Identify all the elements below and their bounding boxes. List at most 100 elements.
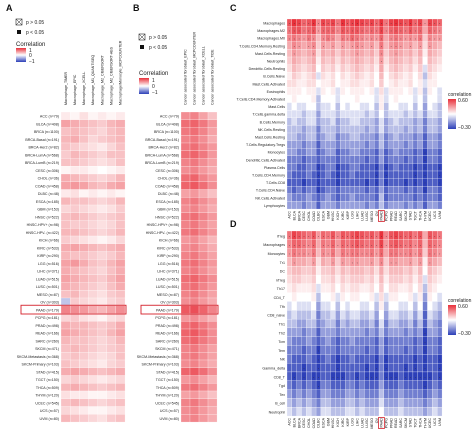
- panel-b-cell: [189, 181, 200, 190]
- panel-d-sig-star: *: [410, 244, 411, 248]
- panel-c-cell: [286, 102, 293, 111]
- panel-c-cell: [403, 110, 409, 118]
- panel-a-cell: [97, 150, 107, 159]
- panel-c-cell: [378, 102, 385, 111]
- panel-b-cell: [189, 274, 200, 283]
- panel-d-sig-star: *: [328, 253, 329, 257]
- panel-a-cell: [97, 189, 107, 198]
- panel-c-column-label: STAD: [409, 211, 413, 221]
- panel-d-cell: [291, 327, 297, 337]
- panel-c-cell: [383, 34, 389, 42]
- panel-d-sig-star: *: [391, 235, 392, 239]
- panel-d-cell: [301, 398, 307, 408]
- panel-c-cell: [335, 64, 341, 73]
- panel-a-cell: [88, 142, 98, 151]
- colorbar-a-max: 1: [29, 48, 32, 54]
- panel-a-cell: [115, 166, 126, 175]
- panel-c-cell: [374, 87, 380, 96]
- panel-d-sig-star: *: [352, 253, 353, 257]
- panel-a-cell: [88, 158, 98, 167]
- panel-a-cell: [79, 135, 89, 144]
- panel-b-cell: [198, 290, 209, 299]
- panel-a-cell: [79, 406, 89, 415]
- panel-c-cell: [432, 79, 438, 88]
- panel-c-cell: [330, 170, 336, 179]
- panel-d-cell: [407, 380, 414, 390]
- panel-c-cell: [286, 178, 293, 187]
- panel-d-sig-star: *: [362, 244, 363, 248]
- panel-b-cell: [189, 243, 200, 252]
- panel-c-cell: [427, 102, 433, 111]
- panel-b-cell: [180, 282, 191, 291]
- panel-a-column-label: Macrophage_TIMER: [64, 71, 68, 105]
- panel-c-cell: [340, 94, 346, 103]
- panel-b-cell: [189, 228, 200, 237]
- panel-c-cell: [320, 94, 326, 103]
- panel-c-sig-star: *: [342, 30, 343, 34]
- panel-a-cell: [106, 274, 117, 283]
- panel-b-cell: [207, 166, 218, 175]
- panel-d-cell: [325, 336, 331, 346]
- panel-c-cell: [340, 87, 346, 96]
- panel-c-cell: [412, 148, 418, 156]
- panel-a-cell: [115, 127, 126, 136]
- panel-c-letter: C: [230, 3, 237, 13]
- panel-d-sig-star: *: [366, 376, 367, 380]
- panel-d-cell: [369, 310, 375, 320]
- panel-a-cell: [88, 166, 98, 175]
- panel-d-cell: [340, 301, 346, 311]
- panel-d-cell: [325, 354, 331, 364]
- panel-c-cell: [354, 155, 360, 164]
- panel-b-cell: [207, 390, 218, 399]
- panel-c-row-label: Monocytes: [268, 151, 286, 155]
- panel-d-cell: [432, 398, 438, 408]
- panel-d-cell: [286, 398, 293, 408]
- panel-a-cell: [70, 220, 80, 229]
- panel-d-sig-star: *: [342, 376, 343, 380]
- panel-c-cell: [315, 132, 322, 141]
- panel-d-cell: [403, 345, 409, 355]
- panel-d-cell: [378, 327, 385, 337]
- panel-c-cell: [354, 186, 360, 194]
- panel-c-cell: [388, 87, 394, 96]
- panel-d-column-label: KIRC: [341, 418, 345, 427]
- panel-c-cell: [359, 117, 365, 126]
- panel-c-cell: [325, 125, 331, 134]
- panel-d-cell: [378, 274, 385, 285]
- panel-a-cell: [88, 398, 98, 407]
- panel-d-cell: [393, 336, 399, 346]
- panel-d-sig-star: *: [371, 244, 372, 248]
- panel-c-cell: [437, 117, 443, 126]
- panel-d-cell: [403, 336, 409, 346]
- panel-a-row-label: THYM (n=120): [35, 394, 59, 398]
- panel-a-cell: [115, 297, 126, 306]
- panel-b-cell: [189, 414, 200, 423]
- panel-c-cell: [388, 72, 394, 80]
- panel-c-cell: [432, 87, 438, 96]
- panel-d-sig-star: *: [313, 261, 314, 265]
- panel-c-cell: [345, 102, 351, 111]
- panel-d-cell: [427, 301, 433, 311]
- panel-a-row-label: CESC (n=306): [36, 169, 59, 173]
- panel-d-cell: [412, 301, 418, 311]
- panel-a-cell: [106, 212, 117, 221]
- panel-d-sig-star: *: [362, 253, 363, 257]
- panel-d-cell: [369, 363, 375, 373]
- panel-c-cell: [398, 87, 404, 96]
- panel-d-cell: [301, 336, 307, 346]
- panel-c-cell: [393, 132, 399, 141]
- panel-d-cell: [422, 283, 428, 293]
- panel-c-sig-star: *: [400, 30, 401, 34]
- panel-a-row-label: TGCT (n=150): [36, 378, 59, 382]
- panel-d-sig-star: *: [352, 244, 353, 248]
- panel-b-cell: [198, 406, 209, 415]
- panel-d-cell: [330, 318, 336, 329]
- panel-b-cell: [207, 398, 218, 407]
- panel-d-cell: [364, 336, 370, 346]
- panel-c-cell: [427, 201, 433, 210]
- panel-a-cell: [70, 336, 80, 345]
- panel-d-column-label: THYM: [423, 418, 427, 428]
- panel-d-cell: [378, 354, 385, 364]
- panel-a-cell: [106, 189, 117, 198]
- panel-b-cell: [198, 181, 209, 190]
